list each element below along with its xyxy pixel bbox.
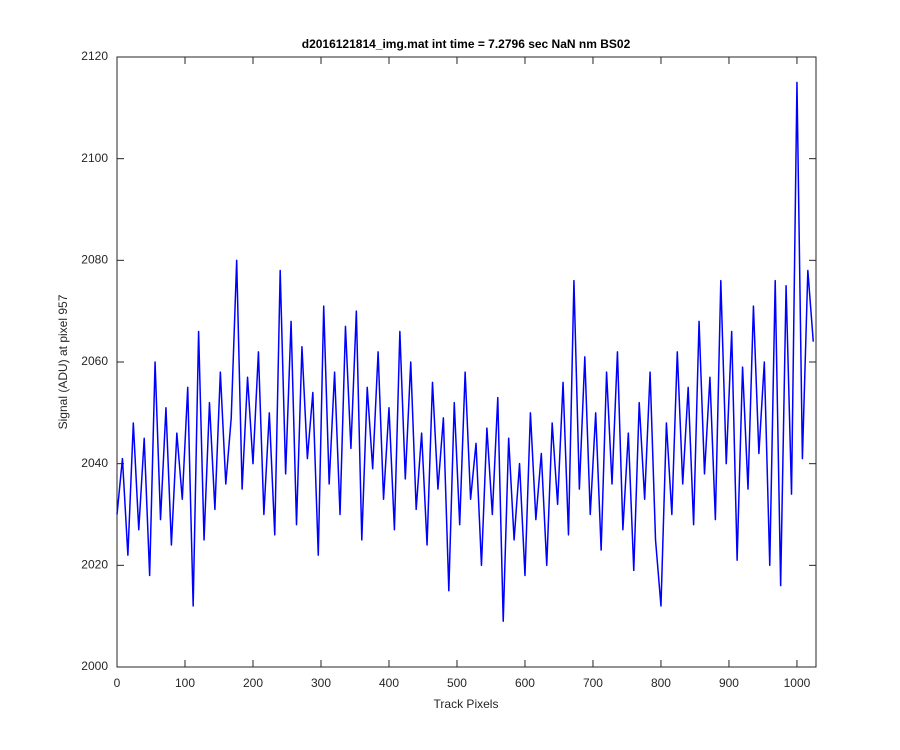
x-tick-label: 400	[379, 676, 399, 690]
y-tick-label: 2100	[81, 151, 108, 165]
data-line	[116, 81, 815, 622]
x-tick-label: 900	[719, 676, 739, 690]
x-tick-label: 300	[311, 676, 331, 690]
y-axis-label: Signal (ADU) at pixel 957	[56, 294, 70, 429]
x-tick-label: 0	[114, 676, 121, 690]
y-tick-label: 2120	[81, 49, 108, 63]
x-tick-label: 1000	[784, 676, 811, 690]
x-tick-label: 500	[447, 676, 467, 690]
x-tick-label: 100	[175, 676, 195, 690]
x-tick-label: 600	[515, 676, 535, 690]
y-tick-label: 2080	[81, 253, 108, 267]
plot-frame	[116, 56, 817, 668]
x-tick-label: 800	[651, 676, 671, 690]
x-axis-label: Track Pixels	[434, 697, 499, 711]
y-tick-label: 2000	[81, 659, 108, 673]
y-tick-label: 2060	[81, 354, 108, 368]
x-tick-label: 200	[243, 676, 263, 690]
y-tick-label: 2020	[81, 558, 108, 572]
x-tick-label: 700	[583, 676, 603, 690]
chart-title: d2016121814_img.mat int time = 7.2796 se…	[302, 37, 631, 51]
y-tick-label: 2040	[81, 456, 108, 470]
